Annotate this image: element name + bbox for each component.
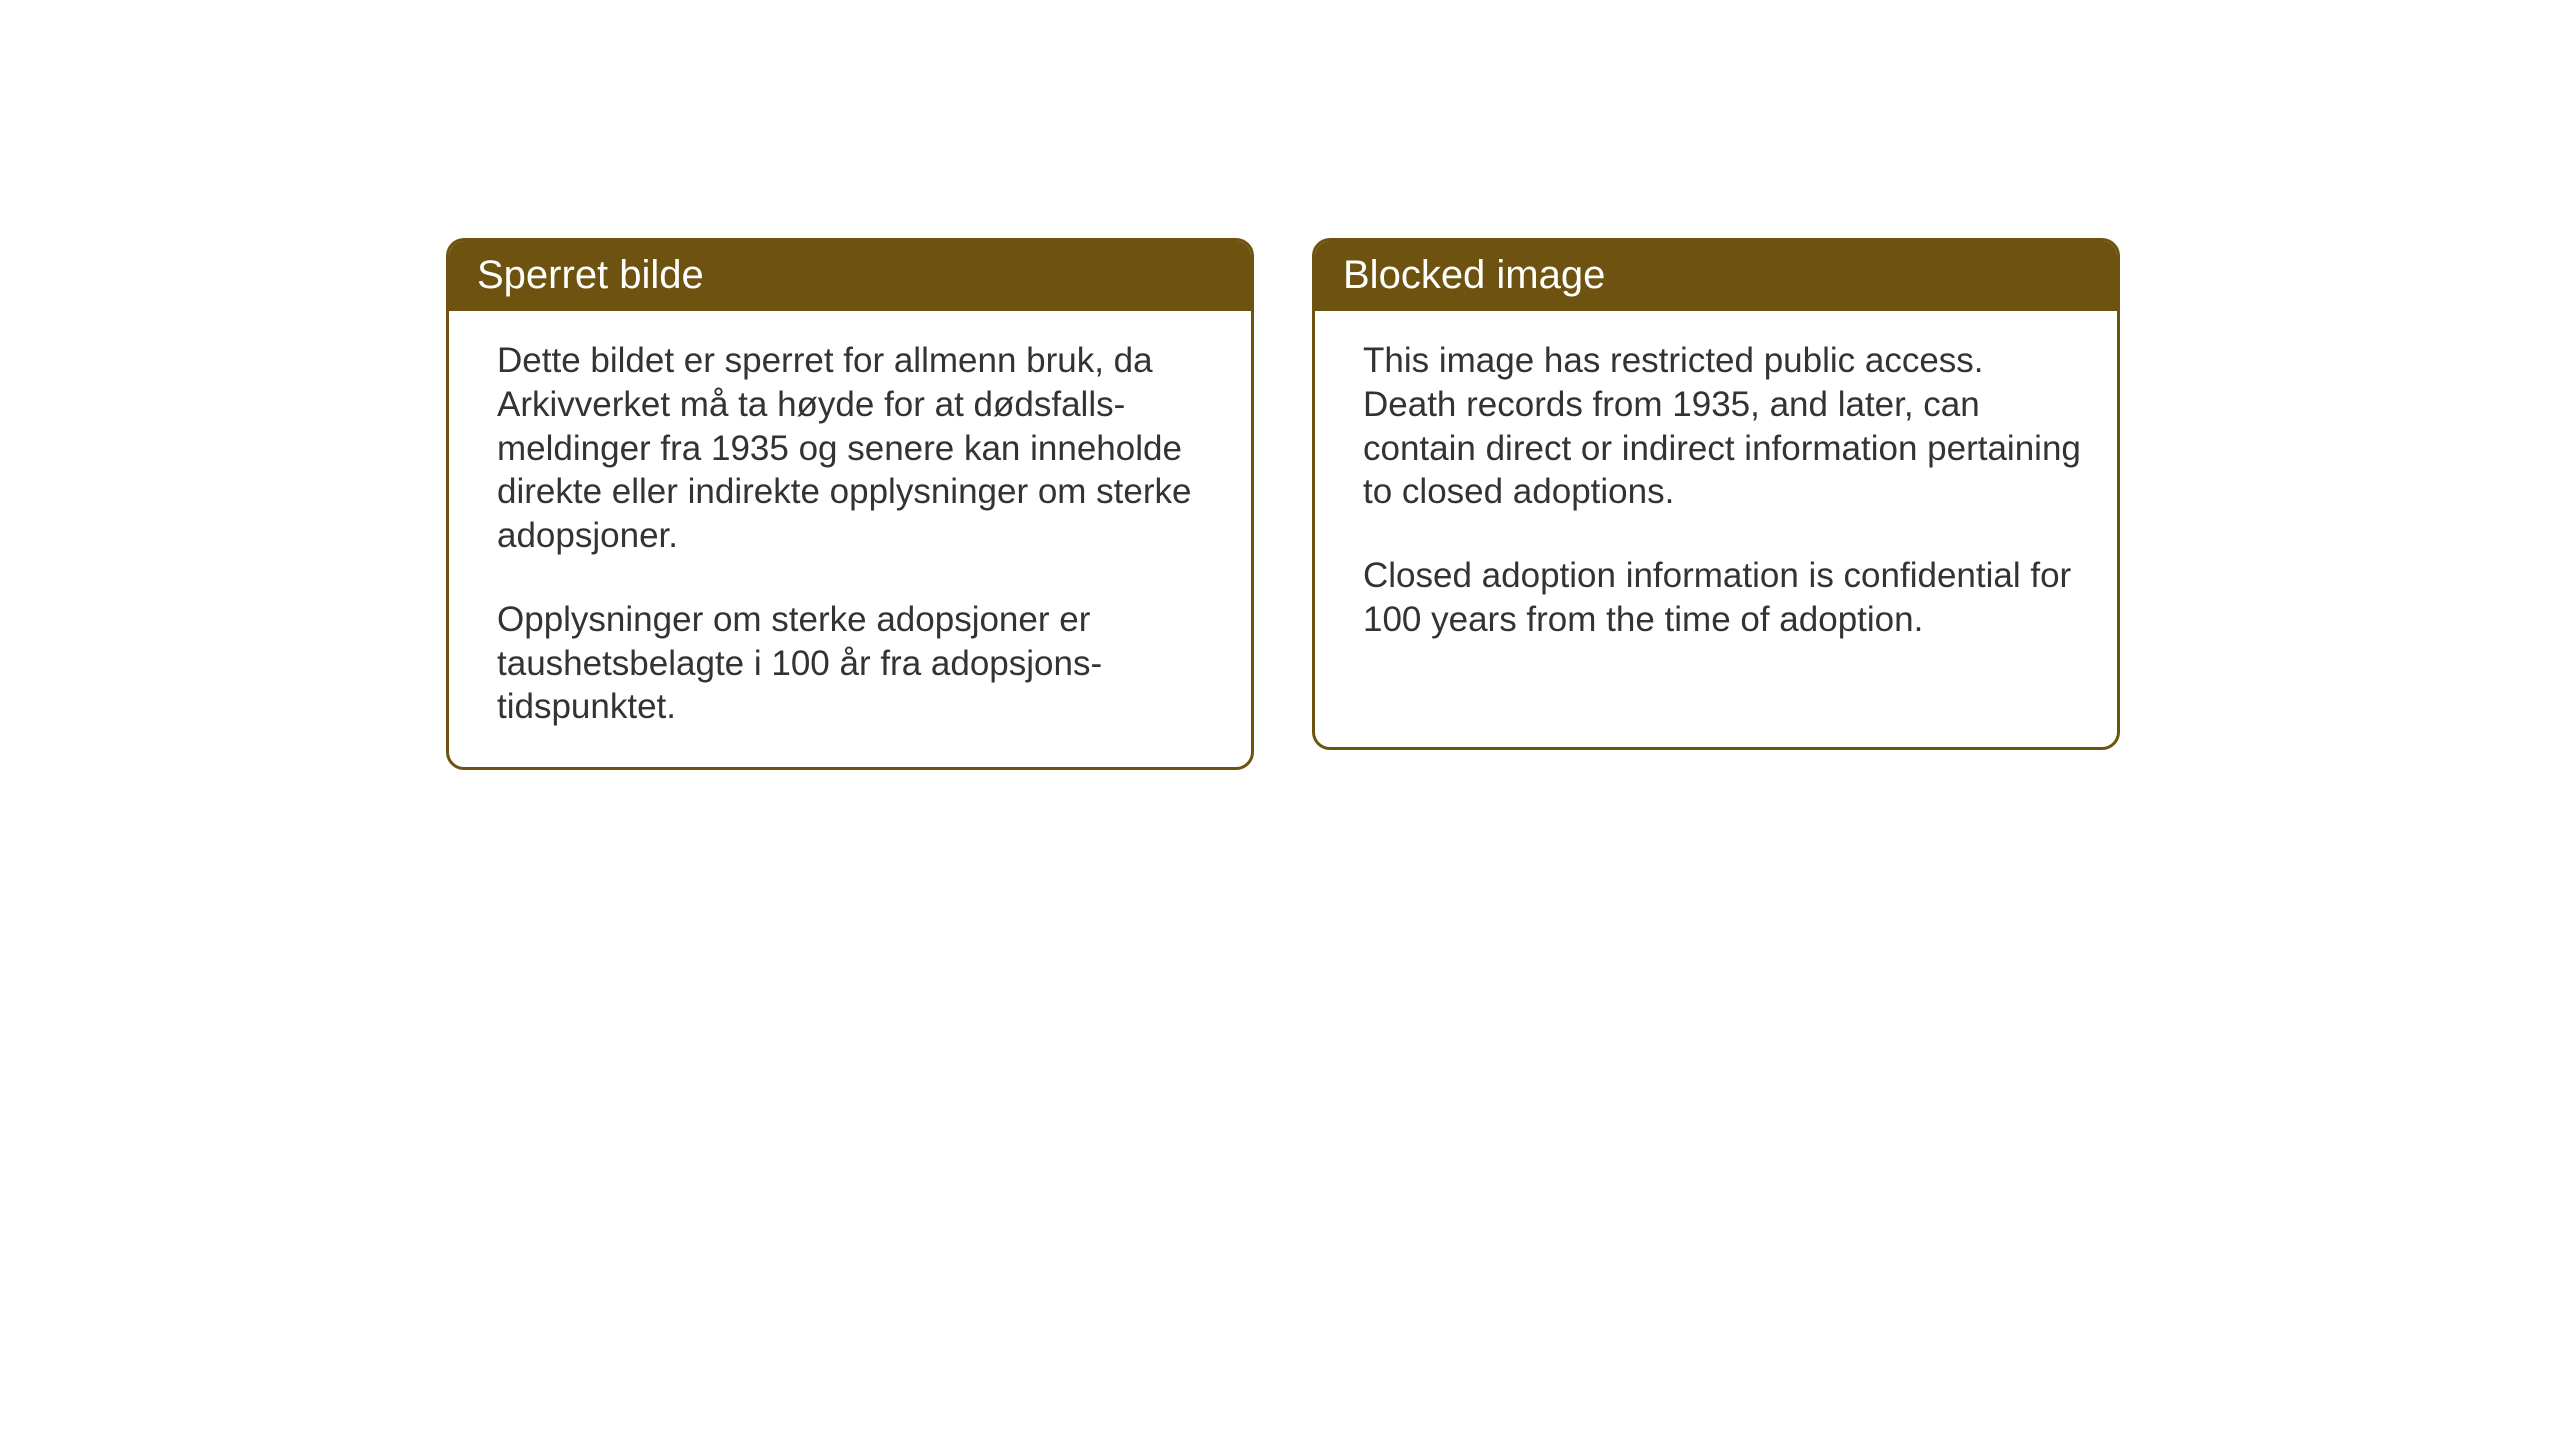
card-body-english: This image has restricted public access.… [1315, 311, 2117, 680]
card-header-norwegian: Sperret bilde [449, 241, 1251, 311]
card-paragraph-2-english: Closed adoption information is confident… [1363, 554, 2081, 642]
card-title-english: Blocked image [1343, 253, 1605, 297]
card-paragraph-2-norwegian: Opplysninger om sterke adopsjoner er tau… [497, 598, 1215, 729]
card-title-norwegian: Sperret bilde [477, 253, 704, 297]
card-paragraph-1-norwegian: Dette bildet er sperret for allmenn bruk… [497, 339, 1215, 558]
card-body-norwegian: Dette bildet er sperret for allmenn bruk… [449, 311, 1251, 767]
notice-card-english: Blocked image This image has restricted … [1312, 238, 2120, 750]
notice-container: Sperret bilde Dette bildet er sperret fo… [446, 238, 2120, 770]
notice-card-norwegian: Sperret bilde Dette bildet er sperret fo… [446, 238, 1254, 770]
card-paragraph-1-english: This image has restricted public access.… [1363, 339, 2081, 514]
card-header-english: Blocked image [1315, 241, 2117, 311]
